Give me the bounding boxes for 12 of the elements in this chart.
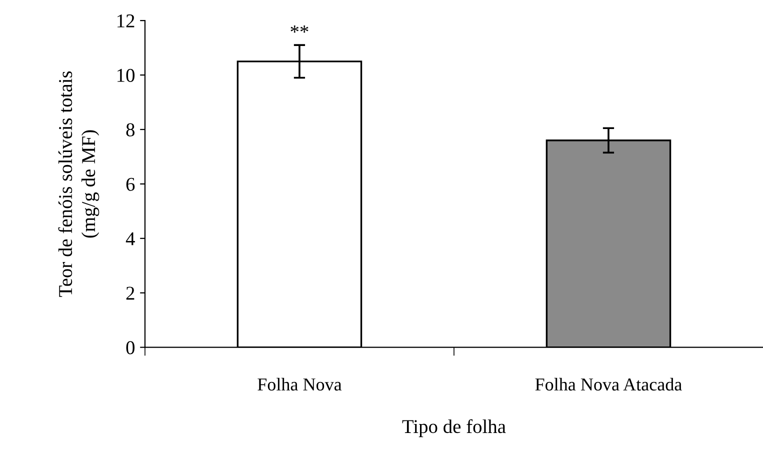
y-axis-title: Teor de fenóis solúveis totais (mg/g de MF) bbox=[58, 71, 100, 297]
y-tick-label: 0 bbox=[126, 341, 135, 354]
y-tick-label: 10 bbox=[118, 68, 135, 82]
x-axis-title: Tipo de folha bbox=[402, 419, 506, 438]
y-tick-label: 12 bbox=[118, 14, 134, 28]
y-tick-label: 8 bbox=[126, 123, 135, 136]
y-tick-label: 6 bbox=[126, 178, 135, 191]
annotation: ** bbox=[290, 25, 308, 33]
x-tick-label: Folha Nova bbox=[258, 378, 342, 391]
x-tick-label: Folha Nova Atacada bbox=[535, 378, 682, 391]
y-tick-label: 2 bbox=[126, 286, 134, 300]
y-tick-label: 4 bbox=[126, 232, 135, 246]
